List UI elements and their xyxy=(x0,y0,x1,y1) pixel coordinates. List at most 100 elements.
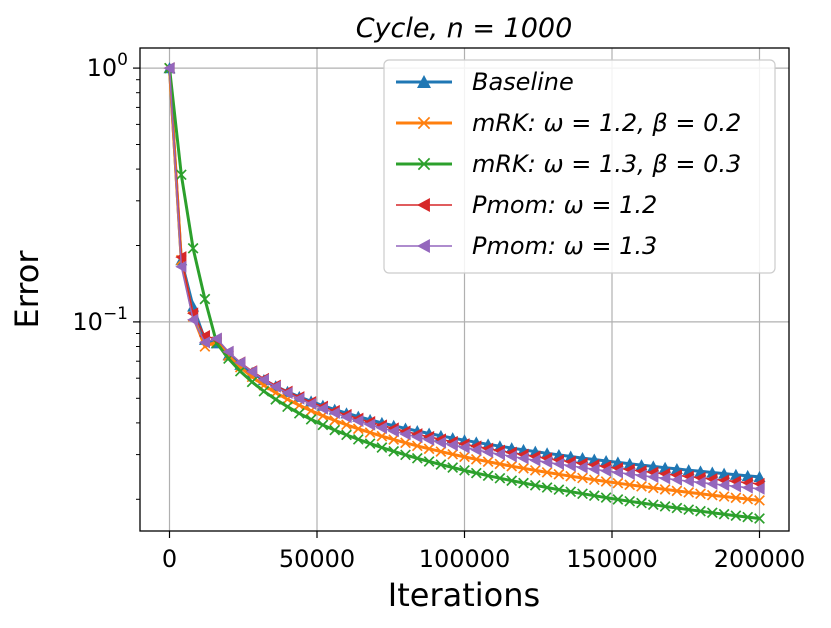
marker-x-stroke xyxy=(423,443,435,455)
data-point xyxy=(210,332,222,345)
marker-x-stroke xyxy=(600,492,612,504)
marker-x-stroke xyxy=(600,476,612,487)
marker-x-stroke xyxy=(612,494,624,505)
data-point xyxy=(352,433,364,445)
data-point xyxy=(411,440,423,452)
data-point xyxy=(434,436,446,449)
x-tick-label: 200000 xyxy=(714,545,806,573)
marker-x-stroke xyxy=(293,407,305,419)
marker-x-stroke xyxy=(529,479,541,491)
marker-x-stroke xyxy=(718,508,730,520)
marker-x-stroke xyxy=(388,445,400,457)
data-point xyxy=(647,482,659,494)
data-point xyxy=(671,502,683,514)
data-point xyxy=(411,452,423,464)
data-point xyxy=(682,475,694,488)
data-point xyxy=(706,507,718,519)
series-4 xyxy=(163,62,765,495)
data-point xyxy=(199,293,211,305)
data-point xyxy=(588,463,600,476)
marker-x-stroke xyxy=(529,464,541,476)
data-point xyxy=(694,476,706,489)
data-point xyxy=(647,470,659,483)
marker-x-stroke xyxy=(234,365,246,377)
data-point xyxy=(399,428,411,441)
legend-item: mRK: ω = 1.3, β = 0.3 xyxy=(396,150,741,178)
data-point xyxy=(695,488,706,500)
data-point xyxy=(316,402,328,415)
data-point xyxy=(282,401,293,413)
data-point xyxy=(683,504,695,516)
marker-x-stroke xyxy=(671,502,683,514)
marker-x-stroke xyxy=(754,513,765,524)
data-point xyxy=(175,260,187,273)
series-2 xyxy=(164,62,765,524)
data-point xyxy=(635,469,647,482)
marker-x-stroke xyxy=(754,494,765,506)
data-point xyxy=(400,449,411,461)
data-point xyxy=(435,459,447,470)
marker-x-stroke xyxy=(470,467,482,479)
marker-x-stroke xyxy=(671,485,683,497)
data-point xyxy=(387,425,399,438)
legend-label: mRK: ω = 1.2, β = 0.2 xyxy=(472,109,741,137)
data-point xyxy=(623,467,635,480)
marker-x-stroke xyxy=(435,446,447,458)
marker-x-stroke xyxy=(447,462,459,473)
marker-x-stroke xyxy=(683,486,695,498)
data-point xyxy=(706,489,718,501)
data-point xyxy=(187,313,199,326)
legend-item: Baseline xyxy=(396,68,574,96)
marker-x-stroke xyxy=(588,490,600,502)
x-tick-label: 0 xyxy=(162,545,177,573)
data-point xyxy=(730,492,742,504)
marker-x-stroke xyxy=(577,488,588,500)
data-point xyxy=(352,414,364,427)
data-point xyxy=(600,492,612,504)
data-point xyxy=(517,452,529,465)
data-point xyxy=(612,477,624,489)
data-point xyxy=(364,438,376,449)
y-axis-label: Error xyxy=(8,250,46,329)
legend-item: Pmom: ω = 1.3 xyxy=(396,232,657,260)
data-point xyxy=(446,439,458,452)
legend: Baseline mRK: ω = 1.2, β = 0.2 mRK: ω = 1.… xyxy=(383,59,776,274)
legend-label: Pmom: ω = 1.2 xyxy=(472,191,657,219)
legend-label: Pmom: ω = 1.3 xyxy=(472,232,657,260)
data-point xyxy=(506,475,518,487)
data-point xyxy=(257,373,269,386)
marker-x-stroke xyxy=(317,419,329,431)
data-point xyxy=(505,450,517,463)
data-point xyxy=(636,480,647,492)
marker-x-stroke xyxy=(376,430,388,442)
data-point xyxy=(754,513,765,524)
data-point xyxy=(552,458,564,471)
marker-x-stroke xyxy=(482,456,494,468)
data-point xyxy=(742,493,754,505)
marker-x-stroke xyxy=(459,464,470,476)
data-point xyxy=(459,451,470,463)
data-point xyxy=(529,454,541,467)
marker-x-stroke xyxy=(659,501,671,512)
data-point xyxy=(293,407,305,419)
marker-x-stroke xyxy=(636,480,647,492)
data-point xyxy=(718,479,730,492)
data-point xyxy=(470,443,482,456)
marker-x-stroke xyxy=(411,452,423,464)
chart-title: Cycle, n = 1000 xyxy=(356,13,573,44)
marker-x-stroke xyxy=(341,429,352,441)
data-point xyxy=(541,466,553,478)
y-tick-label: 100 xyxy=(87,50,128,82)
data-point xyxy=(647,499,659,511)
marker-x-stroke xyxy=(329,424,341,436)
data-point xyxy=(234,356,246,369)
data-point xyxy=(246,376,258,388)
marker-x-stroke xyxy=(506,475,518,487)
marker-x-stroke xyxy=(730,510,742,522)
x-tick-label: 50000 xyxy=(279,545,355,573)
marker-x-stroke xyxy=(553,468,565,480)
marker-x-stroke xyxy=(588,474,600,486)
x-tick-label: 100000 xyxy=(419,545,511,573)
legend-marker xyxy=(417,239,430,253)
